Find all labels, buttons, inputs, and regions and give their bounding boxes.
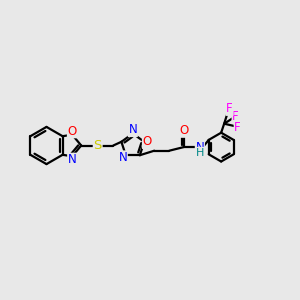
Text: H: H — [196, 148, 204, 158]
Text: N: N — [128, 123, 137, 136]
Text: F: F — [226, 102, 233, 115]
Text: F: F — [232, 110, 239, 123]
Text: N: N — [68, 153, 76, 167]
Text: O: O — [68, 124, 77, 138]
Text: N: N — [196, 141, 204, 154]
Text: S: S — [94, 139, 102, 152]
Text: O: O — [179, 124, 188, 137]
Text: N: N — [118, 151, 127, 164]
Text: F: F — [234, 121, 241, 134]
Text: O: O — [142, 135, 152, 148]
